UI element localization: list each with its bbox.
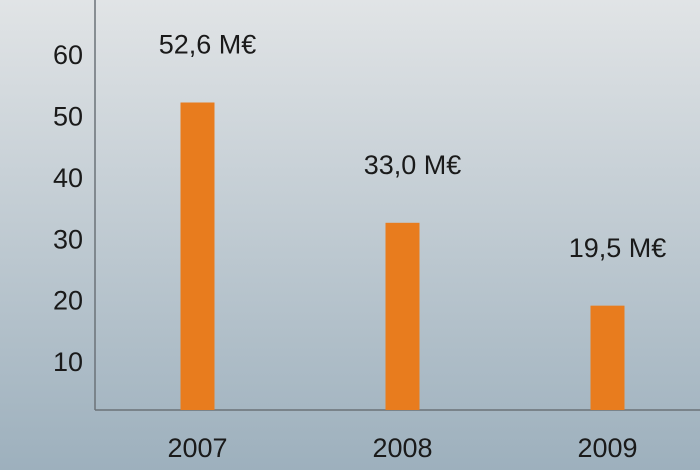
- value-label: 19,5 M€: [569, 233, 667, 263]
- y-tick-label: 40: [53, 163, 83, 193]
- value-label: 52,6 M€: [159, 30, 257, 60]
- y-tick-label: 30: [53, 224, 83, 254]
- bar: [590, 305, 625, 410]
- y-tick-label: 60: [53, 40, 83, 70]
- bar: [180, 102, 215, 410]
- x-tick-label: 2007: [167, 433, 227, 463]
- x-tick-label: 2009: [577, 433, 637, 463]
- y-tick-label: 20: [53, 286, 83, 316]
- bar: [385, 222, 420, 410]
- value-label: 33,0 M€: [364, 150, 462, 180]
- x-tick-label: 2008: [372, 433, 432, 463]
- y-tick-label: 50: [53, 102, 83, 132]
- y-tick-label: 10: [53, 347, 83, 377]
